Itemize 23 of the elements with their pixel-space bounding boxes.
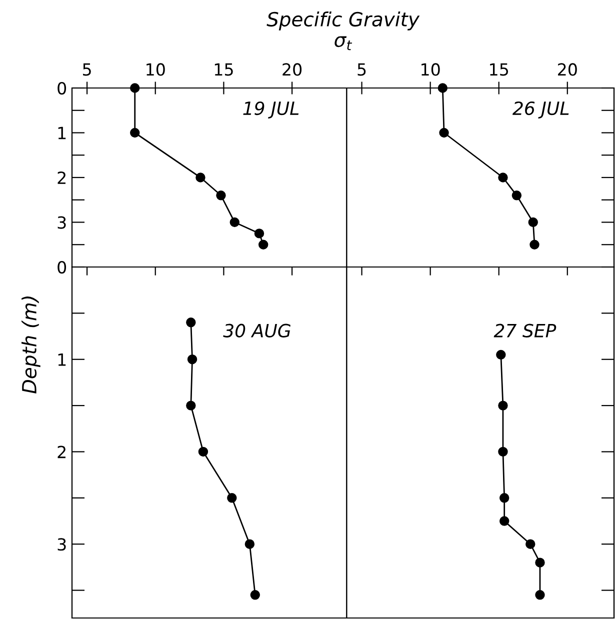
y-tick-label: 3: [58, 538, 66, 551]
x-tick-label: 10: [146, 63, 165, 76]
chart-title: Specific Gravity: [266, 12, 420, 30]
x-tick-label: 5: [83, 63, 91, 76]
x-tick-label: 10: [422, 63, 440, 76]
x-tick-label: 5: [358, 63, 366, 76]
y-tick-label: 1: [58, 354, 66, 366]
x-tick-label: 20: [558, 63, 577, 76]
x-tick-label: 20: [282, 63, 302, 76]
annotation: 27 SEP: [494, 324, 556, 338]
annotation: 19 JUL: [243, 101, 299, 118]
y-axis-title: Depth (m): [22, 296, 40, 394]
y-tick-label: 3: [58, 216, 66, 229]
y-tick-label: 2: [58, 171, 66, 184]
y-tick-label: 2: [58, 446, 66, 458]
annotation: 26 JUL: [512, 101, 569, 118]
chart-subtitle: σ$_{t}$: [334, 36, 352, 50]
annotation: 30 AUG: [223, 324, 290, 338]
x-tick-label: 15: [490, 63, 508, 76]
y-tick-label: 0: [58, 82, 66, 95]
y-tick-label: 1: [58, 126, 66, 140]
y-tick-label: 0: [58, 260, 66, 274]
x-tick-label: 15: [214, 63, 233, 76]
